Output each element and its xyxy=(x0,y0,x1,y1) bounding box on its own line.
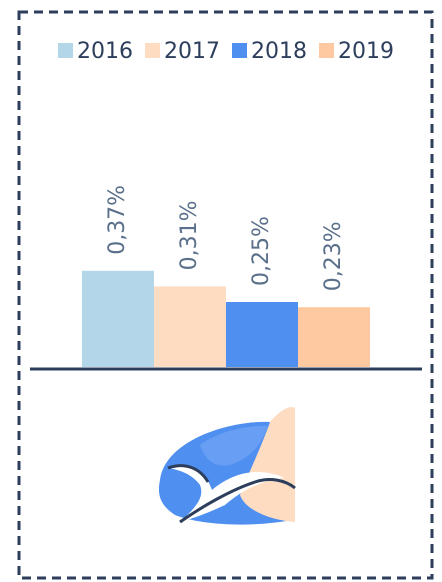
bar xyxy=(154,286,226,367)
bar xyxy=(82,271,154,367)
value-label: 0,31% xyxy=(177,201,202,271)
value-label: 0,25% xyxy=(249,216,274,286)
value-label: 0,23% xyxy=(321,221,346,291)
value-label: 0,37% xyxy=(105,185,130,255)
chart: 2016 2017 2018 2019 0,37% 0,31% 0,25% 0,23% xyxy=(0,0,442,582)
legend-swatch xyxy=(319,43,334,58)
legend-swatch xyxy=(58,43,73,58)
legend-label: 2016 xyxy=(77,39,133,64)
illustration xyxy=(159,407,295,524)
legend-label: 2017 xyxy=(164,39,220,64)
bar xyxy=(226,302,298,367)
legend-label: 2019 xyxy=(338,39,394,64)
bar xyxy=(298,307,370,367)
legend-swatch xyxy=(145,43,160,58)
legend-swatch xyxy=(232,43,247,58)
legend-label: 2018 xyxy=(251,39,307,64)
